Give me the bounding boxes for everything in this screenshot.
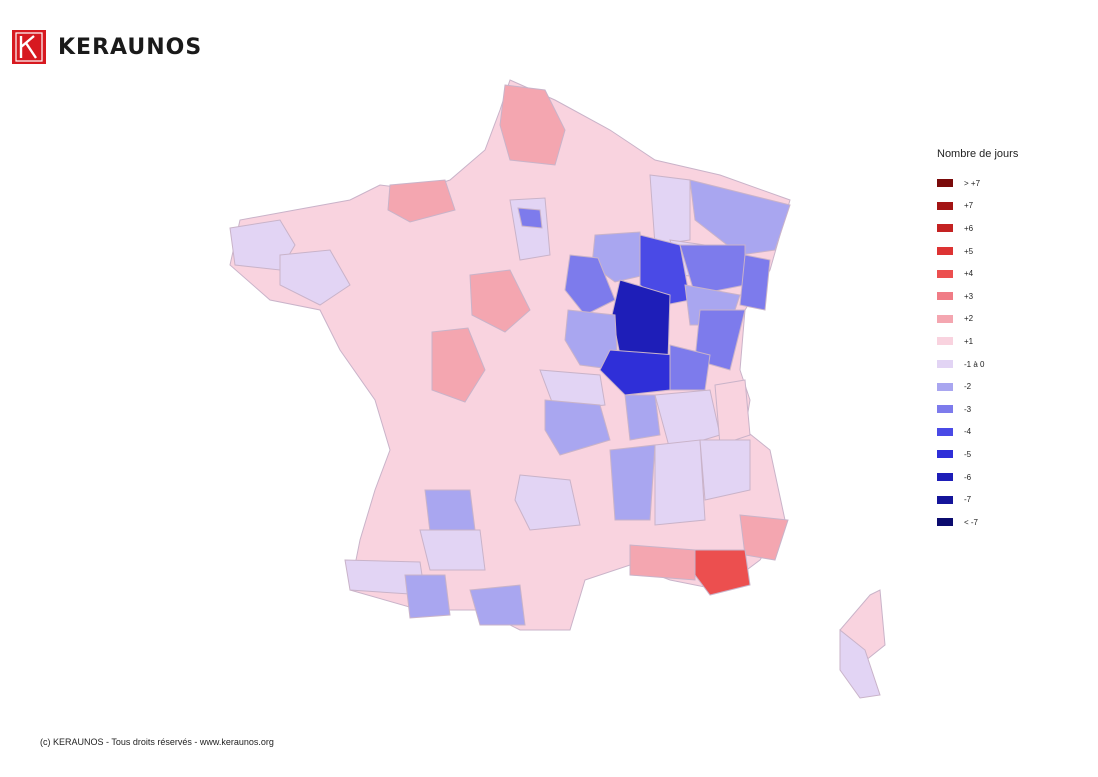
region-allier [539, 369, 606, 411]
region-tarn [469, 584, 526, 626]
legend-label: < -7 [964, 517, 979, 527]
brand-name: KERAUNOS [58, 34, 203, 60]
region-somme [499, 84, 566, 166]
region-loiret [469, 269, 531, 333]
region-cote-or [639, 234, 691, 306]
legend-swatch [937, 473, 953, 482]
legend-item: -5 [937, 443, 1018, 466]
region-saone-loire [599, 349, 676, 396]
region-ardennes [649, 174, 691, 246]
legend-label: -5 [964, 449, 972, 459]
legend-label: -7 [964, 495, 972, 505]
region-cher [564, 309, 619, 371]
legend-swatch [937, 405, 953, 414]
legend-title: Nombre de jours [937, 148, 1019, 160]
region-calvados [387, 179, 456, 223]
region-bouches-du-rhone [629, 544, 696, 581]
legend-label: -4 [964, 427, 972, 437]
legend-item: -3 [937, 398, 1018, 421]
legend-swatch [937, 224, 953, 233]
region-nievre [611, 279, 671, 361]
region-yonne [564, 254, 616, 316]
legend-item: +7 [937, 195, 1018, 218]
legend-item: +6 [937, 217, 1018, 240]
legend-item: -7 [937, 488, 1018, 511]
legend-label: +3 [964, 291, 974, 301]
legend-swatch [937, 314, 953, 323]
region-paris [517, 207, 543, 229]
region-indre [431, 327, 486, 403]
region-dordogne [424, 489, 476, 533]
region-loire [624, 394, 661, 441]
region-lozere [514, 474, 581, 531]
legend: Nombre de jours > +7 +7 +6 +5 +4 +3 +2 +1 -1 à 0… [937, 148, 1018, 534]
legend-item: +1 [937, 330, 1018, 353]
region-savoie [714, 379, 751, 446]
legend-label: +4 [964, 269, 974, 279]
region-var [694, 549, 751, 596]
legend-swatch [937, 179, 953, 188]
legend-label: +5 [964, 246, 974, 256]
legend-item: -1 à 0 [937, 353, 1018, 376]
region-moselle [689, 179, 791, 256]
logo-mark-icon [12, 30, 46, 64]
legend-label: +2 [964, 314, 974, 324]
legend-item: +3 [937, 285, 1018, 308]
legend-swatch [937, 427, 953, 436]
legend-label: > +7 [964, 178, 981, 188]
legend-swatch [937, 337, 953, 346]
legend-swatch [937, 450, 953, 459]
region-puy-de-dome [544, 399, 611, 456]
legend-swatch [937, 495, 953, 504]
legend-swatch [937, 292, 953, 301]
legend-item: -2 [937, 375, 1018, 398]
footer-copyright: (c) KERAUNOS - Tous droits réservés - ww… [40, 737, 274, 747]
legend-item: +5 [937, 240, 1018, 263]
region-alpes-maritimes [739, 514, 789, 561]
legend-label: -6 [964, 472, 972, 482]
region-drome [654, 439, 706, 526]
legend-label: -2 [964, 382, 972, 392]
legend-item: -4 [937, 421, 1018, 444]
region-morbihan [279, 249, 351, 306]
legend-swatch [937, 247, 953, 256]
legend-swatch [937, 201, 953, 210]
legend-label: +7 [964, 201, 974, 211]
region-hautes-alpes [699, 439, 751, 501]
legend-item: +4 [937, 262, 1018, 285]
legend-label: +6 [964, 223, 974, 233]
legend-item: +2 [937, 308, 1018, 331]
legend-label: +1 [964, 336, 974, 346]
legend-items: > +7 +7 +6 +5 +4 +3 +2 +1 -1 à 0 -2 -3 -4 -5 -6 -7 < -7 [937, 172, 1018, 534]
region-gers [404, 574, 451, 619]
legend-label: -1 à 0 [964, 359, 985, 369]
region-corse-du-sud [839, 628, 881, 699]
legend-swatch [937, 269, 953, 278]
legend-item: < -7 [937, 511, 1018, 534]
legend-swatch [937, 518, 953, 527]
region-vosges [739, 254, 771, 311]
legend-swatch [937, 382, 953, 391]
region-ardeche [609, 444, 656, 521]
keraunos-logo: KERAUNOS [12, 30, 202, 64]
legend-item: > +7 [937, 172, 1018, 195]
france-map [229, 79, 886, 699]
legend-label: -3 [964, 404, 972, 414]
legend-swatch [937, 360, 953, 369]
legend-item: -6 [937, 466, 1018, 489]
region-lot [419, 529, 486, 571]
